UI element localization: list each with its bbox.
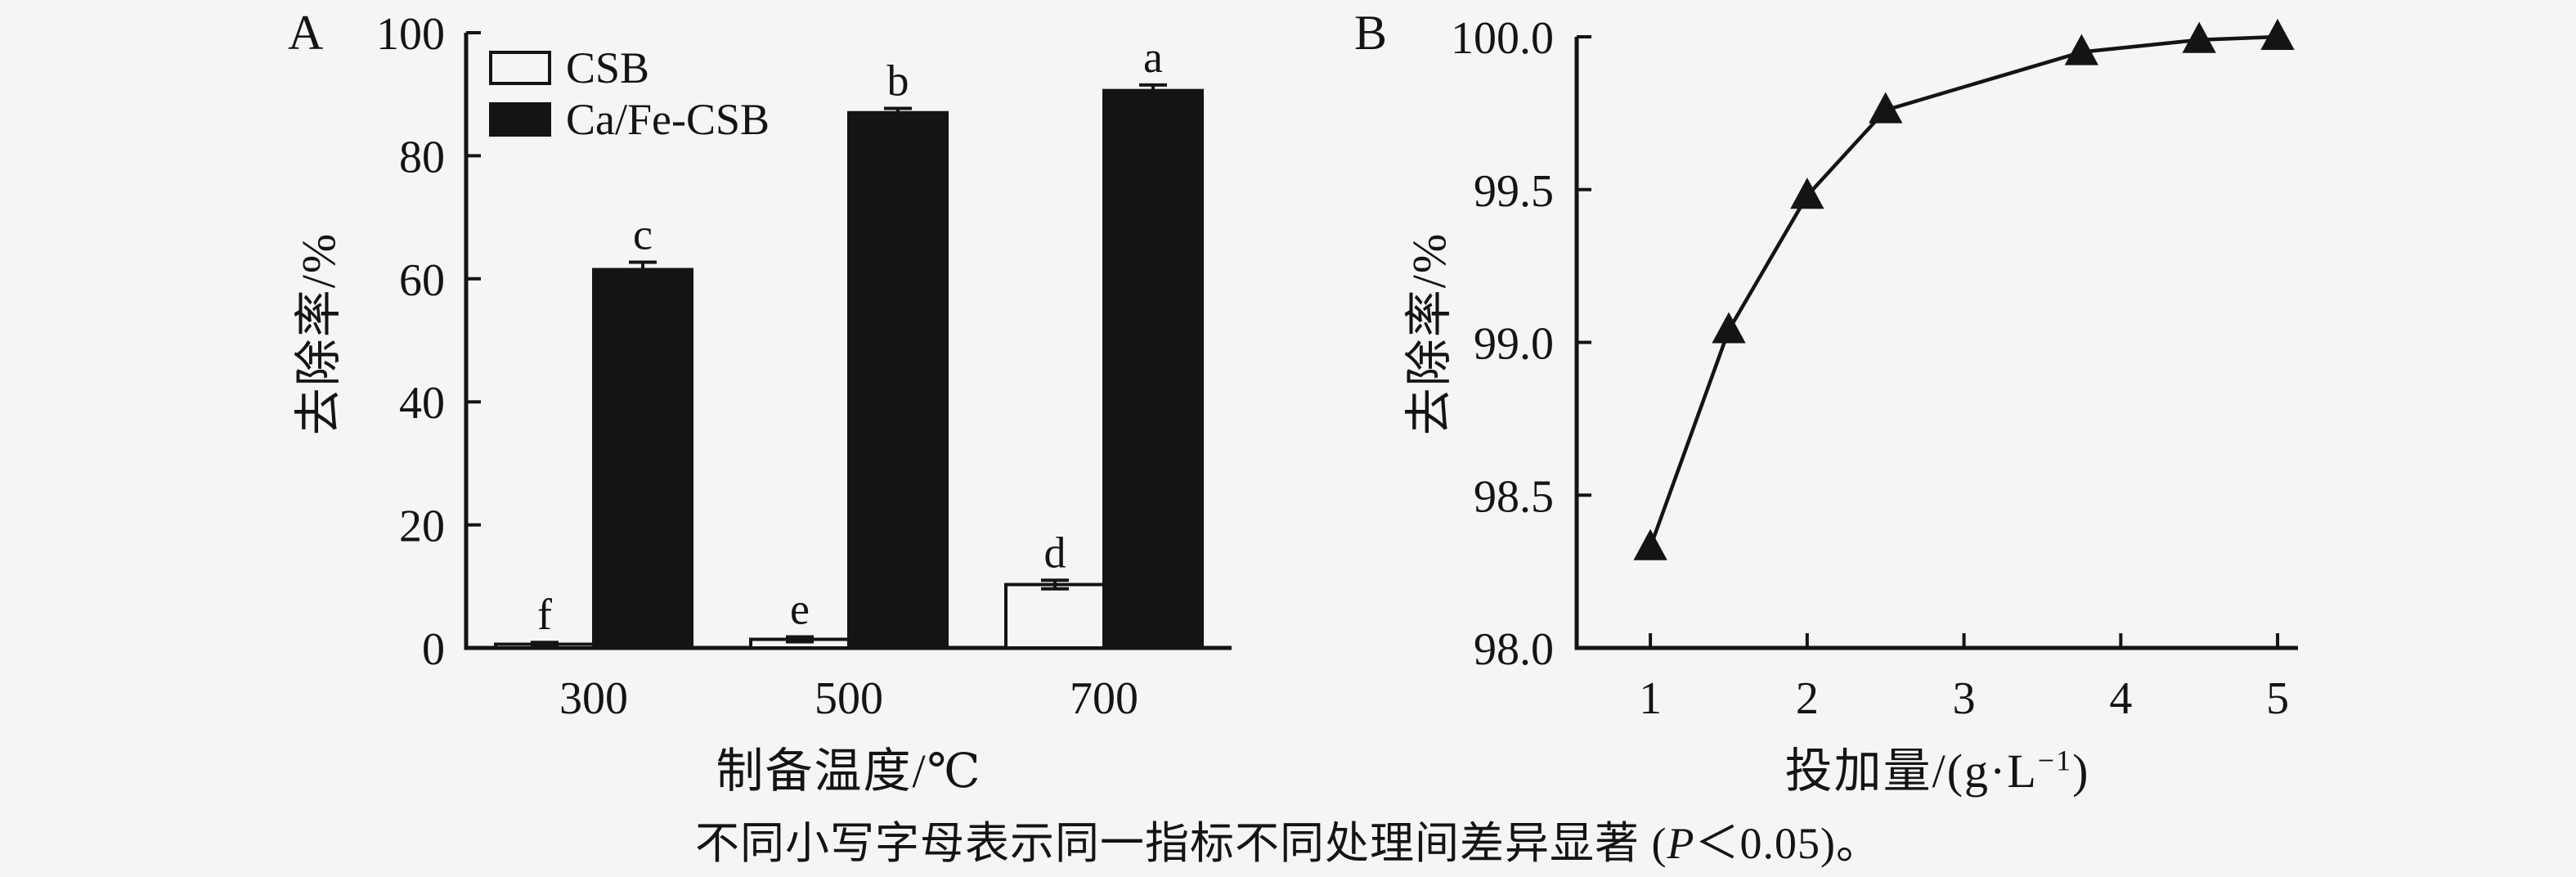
bar-CSB-700: [1004, 582, 1106, 650]
error-bar-CSB-300: [531, 641, 559, 648]
panelB-xlabel-close: ): [2072, 744, 2090, 798]
panelB-xtick-label: 2: [1796, 673, 1819, 724]
legend-swatch-cafe-csb: [489, 102, 551, 137]
panelB-marker-triangle: [1869, 92, 1903, 124]
sig-letter-b: b: [887, 56, 909, 105]
error-bar-Ca/Fe-CSB-300: [629, 260, 657, 279]
panelB-marker-triangle: [2064, 34, 2099, 65]
panelB: 98.0 98.5 99.0 99.5 100.0 1 2 3 4 5: [1451, 13, 2298, 724]
panelA-xtick-label: 700: [1070, 673, 1138, 724]
panelB-marker-triangle: [1633, 528, 1667, 560]
legend-label-csb: CSB: [566, 43, 650, 92]
panelB-marker-triangle: [2182, 21, 2216, 53]
panelB-line: [1649, 34, 2278, 548]
sig-letter-e: e: [790, 584, 810, 633]
caption-italic-p: P: [1667, 819, 1695, 868]
panelB-xtick-label: 3: [1953, 673, 1976, 724]
error-bar-Ca/Fe-CSB-500: [884, 106, 912, 119]
bar-Ca/Fe-CSB-500: [847, 110, 949, 650]
panelB-xtick-label: 1: [1639, 673, 1662, 724]
panelA-ytick-label: 0: [422, 624, 445, 675]
sig-letter-c: c: [633, 209, 653, 259]
panelA-xtick-label: 300: [559, 673, 628, 724]
panelB-ytick-label: 98.5: [1474, 471, 1554, 522]
panelB-marker-triangle: [2260, 18, 2295, 50]
caption-tail: ＜0.05)。: [1694, 819, 1881, 868]
panelB-marker-triangle: [1712, 312, 1746, 344]
panelB-ytick-label: 99.5: [1474, 166, 1554, 217]
figure-caption: 不同小写字母表示同一指标不同处理间差异显著 (P＜0.05)。: [0, 818, 2576, 869]
panelB-xtick-label: 5: [2266, 673, 2289, 724]
panelB-ytick-label: 98.0: [1474, 624, 1554, 675]
panelA-xtick-label: 500: [815, 673, 883, 724]
panelB-ylabel: 去除率/%: [1402, 232, 1456, 436]
panelB-label: B: [1354, 6, 1388, 60]
panelB-xtick-label: 4: [2109, 673, 2132, 724]
error-bar-CSB-500: [786, 635, 814, 644]
panelA-ytick-label: 60: [399, 255, 445, 306]
caption-text: 不同小写字母表示同一指标不同处理间差异显著 (: [695, 819, 1667, 868]
panelB-ytick-label: 100.0: [1451, 13, 1554, 64]
sig-letter-f: f: [537, 590, 552, 639]
panelA-ytick-label: 100: [376, 9, 445, 60]
sig-letter-d: d: [1044, 528, 1066, 577]
panelA-ytick-label: 20: [399, 501, 445, 552]
panelB-ytick-label: 99.0: [1474, 319, 1554, 370]
panelA-xlabel: 制备温度/℃: [716, 744, 982, 798]
legend-item-csb: CSB: [489, 46, 770, 90]
panelA-ytick-label: 40: [399, 378, 445, 429]
panelB-axis-lines: [1574, 37, 2298, 650]
error-bar-Ca/Fe-CSB-700: [1139, 83, 1167, 98]
legend-item-cafe-csb: Ca/Fe-CSB: [489, 97, 770, 142]
error-bar-CSB-700: [1041, 578, 1069, 591]
panelA-ylabel: 去除率/%: [292, 232, 345, 436]
bar-Ca/Fe-CSB-700: [1102, 88, 1204, 650]
panelA-label: A: [288, 6, 324, 60]
legend-label-cafe-csb: Ca/Fe-CSB: [566, 95, 770, 144]
legend-swatch-csb: [489, 51, 551, 85]
panelB-xlabel: 投加量/(g·L−1): [1577, 746, 2298, 795]
bar-Ca/Fe-CSB-300: [592, 268, 693, 650]
panelA-legend: CSB Ca/Fe-CSB: [489, 46, 770, 142]
panelA-ytick-label: 80: [399, 132, 445, 182]
panelB-xlabel-sup: −1: [2037, 744, 2073, 777]
panelB-xlabel-main: 投加量/(g·L: [1784, 744, 2038, 798]
panelB-marker-triangle: [1790, 178, 1824, 209]
sig-letter-a: a: [1143, 33, 1163, 82]
